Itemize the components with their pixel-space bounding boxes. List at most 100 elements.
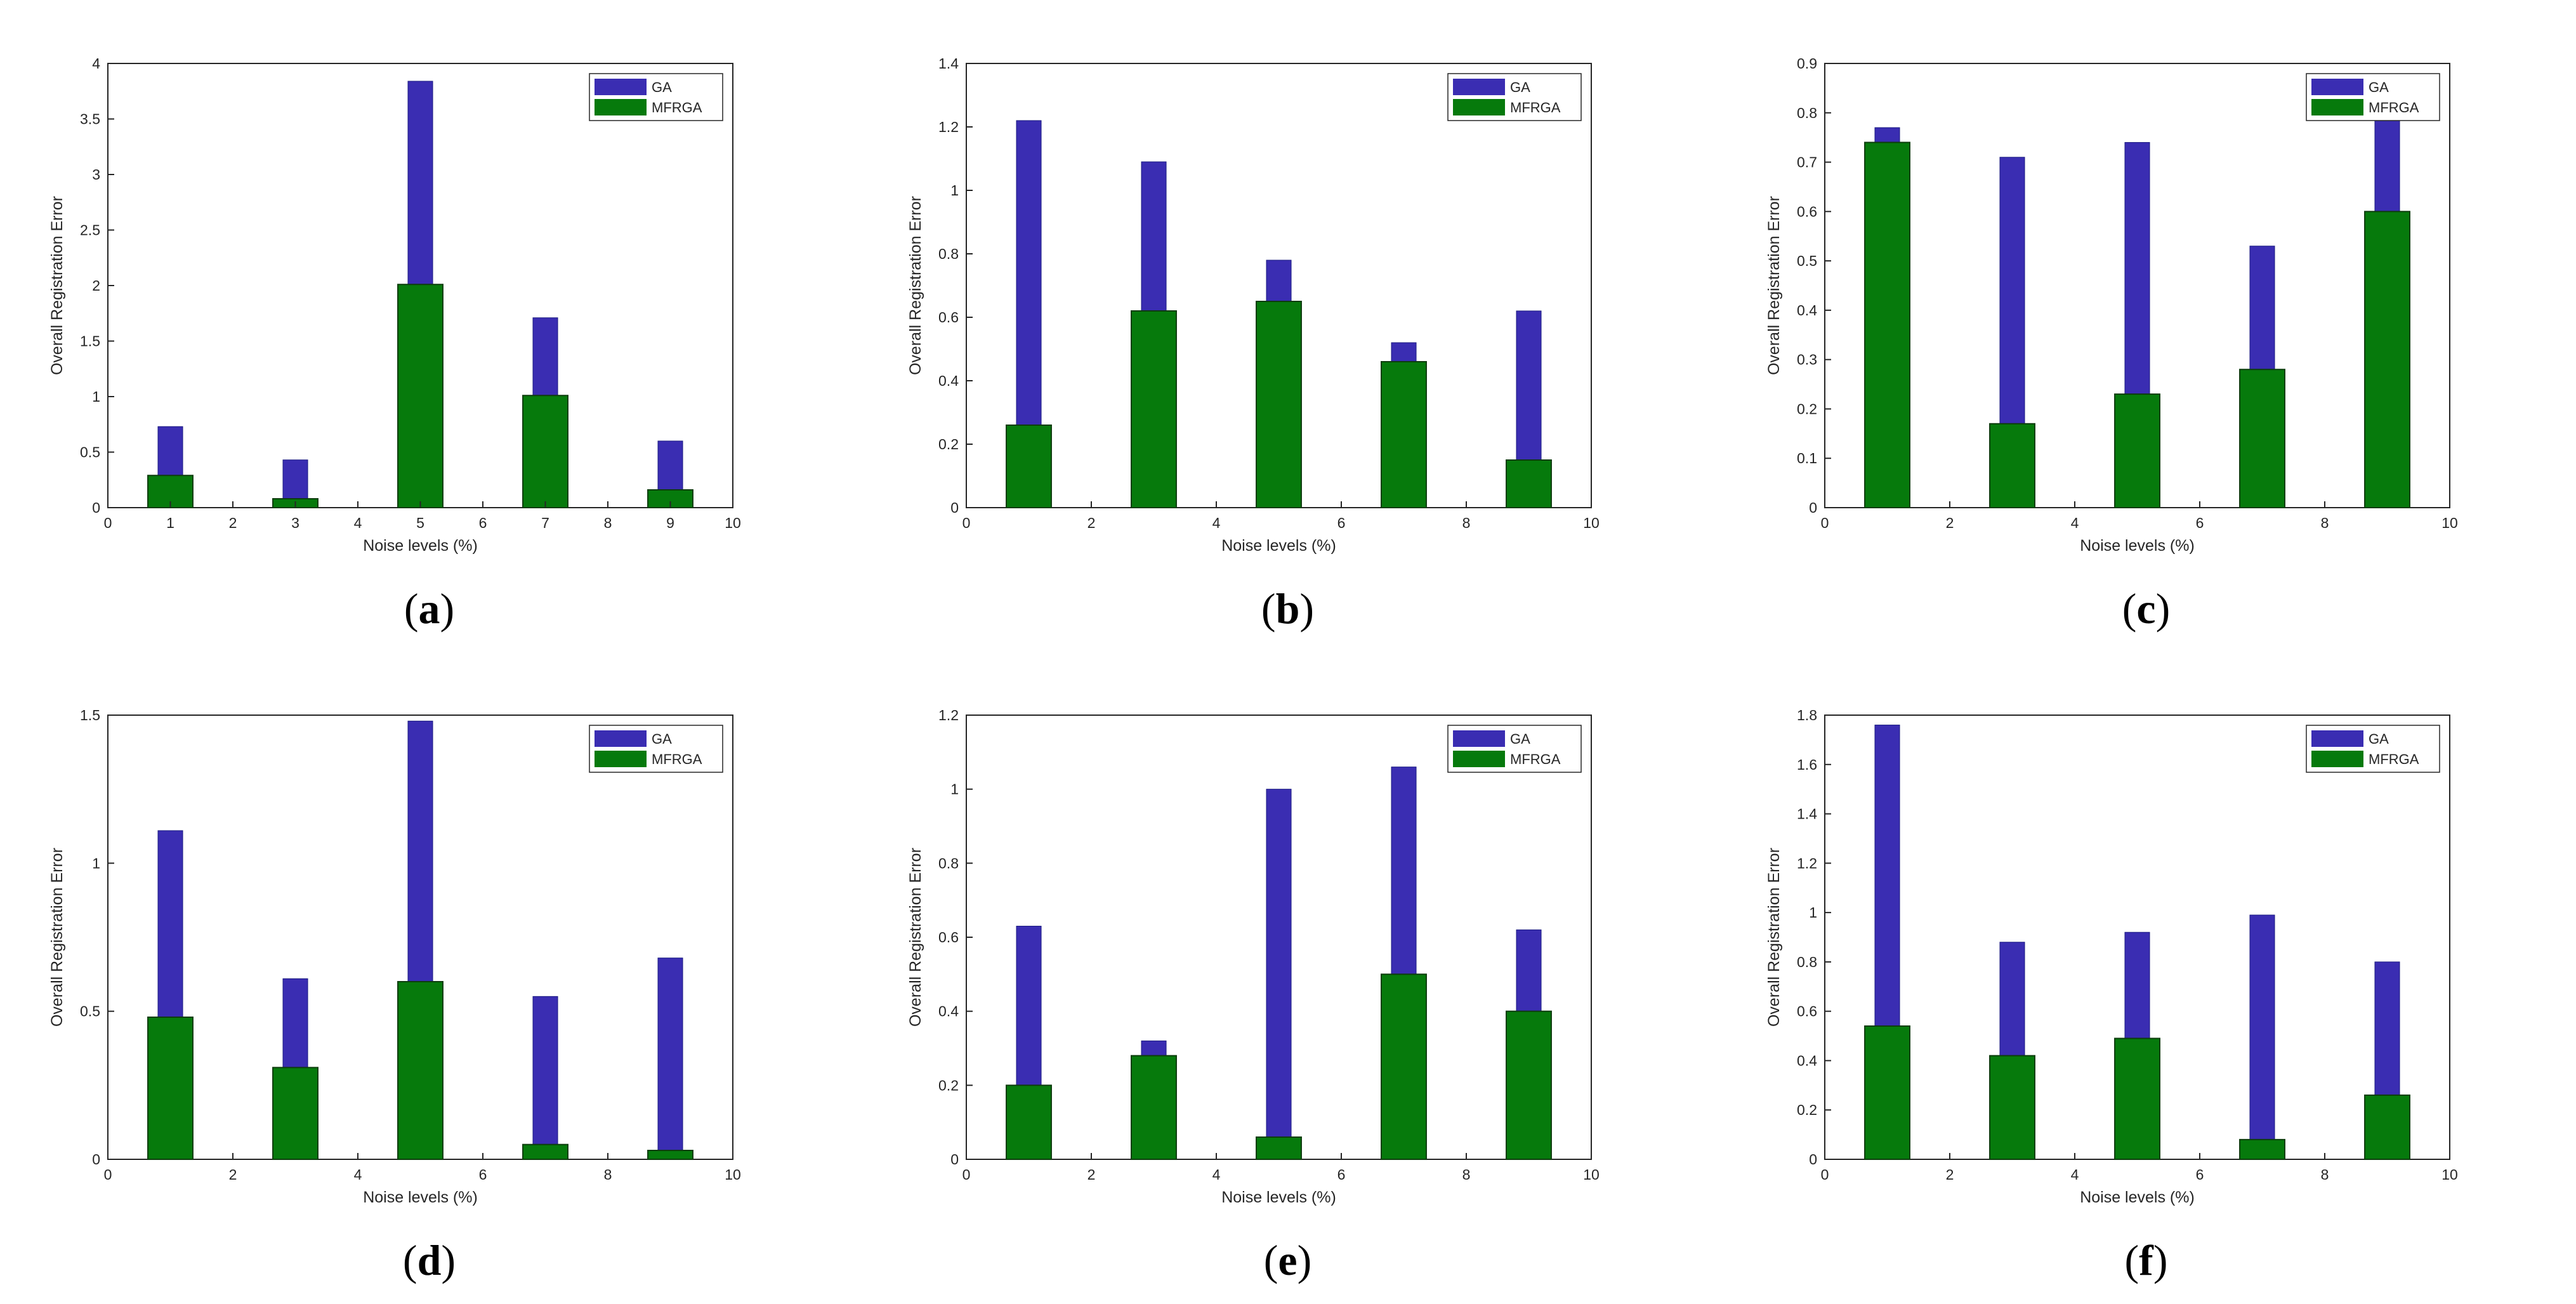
- x-tick-label: 0: [963, 1166, 971, 1183]
- bar-mfrga-7: [1381, 973, 1427, 1160]
- x-tick-label: 8: [2321, 515, 2329, 531]
- x-tick-label: 2: [1088, 515, 1096, 531]
- chart-b: 0 2 4 6 8 10 0 0.2 0.4 0.6 0.8 1 1.2 1.4 Noise levels …: [907, 55, 1600, 555]
- y-tick-label: 0: [950, 499, 959, 516]
- legend-swatch-mfrga: [595, 751, 647, 767]
- x-tick-label: 2: [1088, 1166, 1096, 1183]
- x-tick-label: 10: [1583, 515, 1600, 531]
- y-tick-label: 0.4: [938, 1003, 959, 1020]
- x-tick-label: 6: [2196, 515, 2204, 531]
- x-tick-label: 4: [354, 515, 362, 531]
- x-tick-label: 6: [479, 515, 487, 531]
- y-tick-label: 1.4: [1797, 806, 1817, 822]
- bar-mfrga-7: [522, 395, 568, 508]
- bar-mfrga-1: [147, 1017, 194, 1160]
- legend: GA MFRGA: [2306, 73, 2440, 121]
- x-tick-label: 4: [1212, 515, 1221, 531]
- bar-mfrga-5: [397, 981, 444, 1160]
- x-axis-label: Noise levels (%): [363, 537, 478, 555]
- y-tick-label: 0.2: [1797, 400, 1817, 417]
- y-tick-label: 1.5: [80, 333, 100, 350]
- panel-label-b: b: [1275, 584, 1300, 633]
- panel-label-e: e: [1278, 1236, 1298, 1284]
- panel-label-c: c: [2136, 584, 2156, 633]
- x-tick-label: 10: [2441, 1166, 2458, 1183]
- y-axis-label: Overall Registration Error: [1765, 196, 1783, 375]
- x-axis-label: Noise levels (%): [363, 1189, 478, 1206]
- bar-mfrga-3: [1131, 1055, 1177, 1161]
- x-axis-label: Noise levels (%): [2080, 537, 2195, 555]
- y-axis-label: Overall Registration Error: [1765, 848, 1783, 1027]
- x-tick-label: 6: [1337, 515, 1346, 531]
- x-tick-label: 0: [963, 515, 971, 531]
- x-tick-label: 0: [1821, 515, 1829, 531]
- y-tick-label: 1.2: [938, 119, 959, 135]
- x-tick-label: 0: [104, 515, 112, 531]
- y-tick-label: 0.6: [938, 309, 959, 326]
- bar-mfrga-1: [1006, 425, 1052, 508]
- x-axis-label: Noise levels (%): [1221, 1189, 1336, 1206]
- y-tick-label: 1.2: [1797, 855, 1817, 871]
- x-tick-label: 5: [416, 515, 424, 531]
- panel-a: 0 1 2 3 4 5 6 7 8 9 10 0 0.5 1 1.5 2 2.5 3 3.5 4 Noise level…: [0, 0, 858, 652]
- x-tick-label: 2: [229, 515, 237, 531]
- x-axis-label: Noise levels (%): [1221, 537, 1336, 555]
- y-tick-label: 3.5: [80, 111, 100, 128]
- x-tick-label: 7: [541, 515, 549, 531]
- y-tick-label: 0.6: [1797, 1003, 1817, 1020]
- legend-label-mfrga: MFRGA: [1510, 100, 1561, 115]
- x-tick-label: 1: [166, 515, 174, 531]
- x-tick-label: 4: [1212, 1166, 1221, 1183]
- legend-label-ga: GA: [2369, 79, 2389, 95]
- x-tick-label: 6: [2196, 1166, 2204, 1183]
- legend: GA MFRGA: [2306, 725, 2440, 773]
- x-tick-label: 10: [2441, 515, 2458, 531]
- legend: GA MFRGA: [589, 725, 723, 773]
- bar-mfrga-1: [1864, 142, 1910, 508]
- y-tick-label: 1: [950, 781, 959, 798]
- y-tick-label: 4: [92, 55, 100, 72]
- y-tick-label: 1.4: [938, 55, 959, 72]
- y-tick-label: 1: [1809, 904, 1817, 921]
- y-tick-label: 0.5: [80, 444, 100, 461]
- bar-mfrga-9: [1506, 1010, 1552, 1161]
- legend-label-mfrga: MFRGA: [652, 751, 702, 767]
- x-tick-label: 6: [1337, 1166, 1346, 1183]
- legend-label-ga: GA: [2369, 731, 2389, 747]
- bar-ga-9: [657, 958, 683, 1160]
- legend-label-mfrga: MFRGA: [2369, 751, 2419, 767]
- y-axis-label: Overall Registration Error: [907, 196, 924, 375]
- y-tick-label: 0: [950, 1151, 959, 1168]
- legend-label-ga: GA: [1510, 79, 1530, 95]
- panel-caption-a: (a): [404, 584, 455, 633]
- legend: GA MFRGA: [1447, 725, 1582, 773]
- bar-mfrga-9: [2364, 1094, 2410, 1161]
- panel-label-a: a: [418, 584, 440, 633]
- bar-ga-7: [532, 996, 558, 1160]
- panel-d: 0 2 4 6 8 10 0 0.5 1 1.5 Noise levels (%) Overall R…: [0, 652, 858, 1303]
- legend-label-mfrga: MFRGA: [652, 100, 702, 115]
- bar-mfrga-7: [522, 1143, 568, 1161]
- bar-mfrga-9: [2364, 211, 2410, 508]
- x-axis-label: Noise levels (%): [2080, 1189, 2195, 1206]
- y-axis-label: Overall Registration Error: [48, 196, 66, 375]
- y-tick-label: 0: [1809, 1151, 1817, 1168]
- legend-label-ga: GA: [652, 79, 672, 95]
- panel-caption-d: (d): [402, 1236, 456, 1284]
- legend-swatch-ga: [595, 79, 647, 95]
- bar-ga-7: [2249, 914, 2275, 1160]
- panel-caption-f: (f): [2124, 1236, 2168, 1284]
- y-tick-label: 0.6: [938, 929, 959, 945]
- panel-label-d: d: [417, 1236, 442, 1284]
- y-tick-label: 1: [92, 855, 100, 871]
- x-tick-label: 8: [604, 1166, 612, 1183]
- bar-mfrga-9: [647, 489, 693, 508]
- legend-label-ga: GA: [1510, 731, 1530, 747]
- y-tick-label: 0.2: [938, 436, 959, 452]
- legend: GA MFRGA: [1447, 73, 1582, 121]
- y-tick-label: 0.8: [938, 246, 959, 262]
- y-tick-label: 0.9: [1797, 55, 1817, 72]
- x-tick-label: 0: [104, 1166, 112, 1183]
